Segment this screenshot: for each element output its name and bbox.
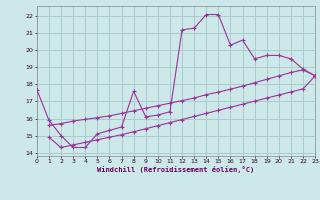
X-axis label: Windchill (Refroidissement éolien,°C): Windchill (Refroidissement éolien,°C) [97,166,255,173]
